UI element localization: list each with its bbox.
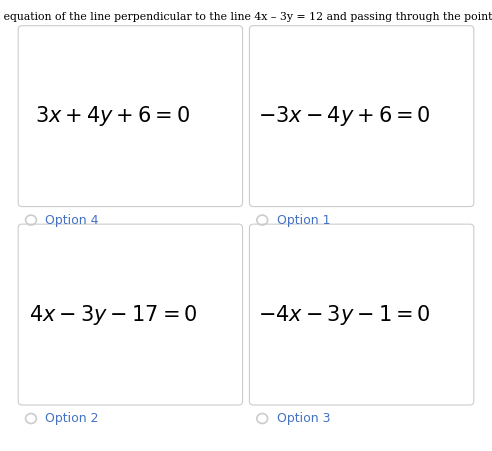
FancyBboxPatch shape bbox=[249, 224, 474, 405]
Text: $-4x - 3y - 1 = 0$: $-4x - 3y - 1 = 0$ bbox=[258, 303, 430, 327]
Text: Option 4: Option 4 bbox=[45, 214, 99, 226]
Text: Option 2: Option 2 bbox=[45, 412, 99, 425]
FancyBboxPatch shape bbox=[18, 26, 243, 207]
Text: Option 3: Option 3 bbox=[277, 412, 330, 425]
Text: $4x - 3y - 17 = 0$: $4x - 3y - 17 = 0$ bbox=[29, 303, 197, 327]
Text: $3x + 4y + 6 = 0$: $3x + 4y + 6 = 0$ bbox=[35, 104, 191, 128]
Text: Option 1: Option 1 bbox=[277, 214, 330, 226]
FancyBboxPatch shape bbox=[18, 224, 243, 405]
FancyBboxPatch shape bbox=[249, 26, 474, 207]
Text: $-3x - 4y + 6 = 0$: $-3x - 4y + 6 = 0$ bbox=[258, 104, 430, 128]
Text: Find the equation of the line perpendicular to the line 4x – 3y = 12 and passing: Find the equation of the line perpendicu… bbox=[0, 11, 492, 22]
